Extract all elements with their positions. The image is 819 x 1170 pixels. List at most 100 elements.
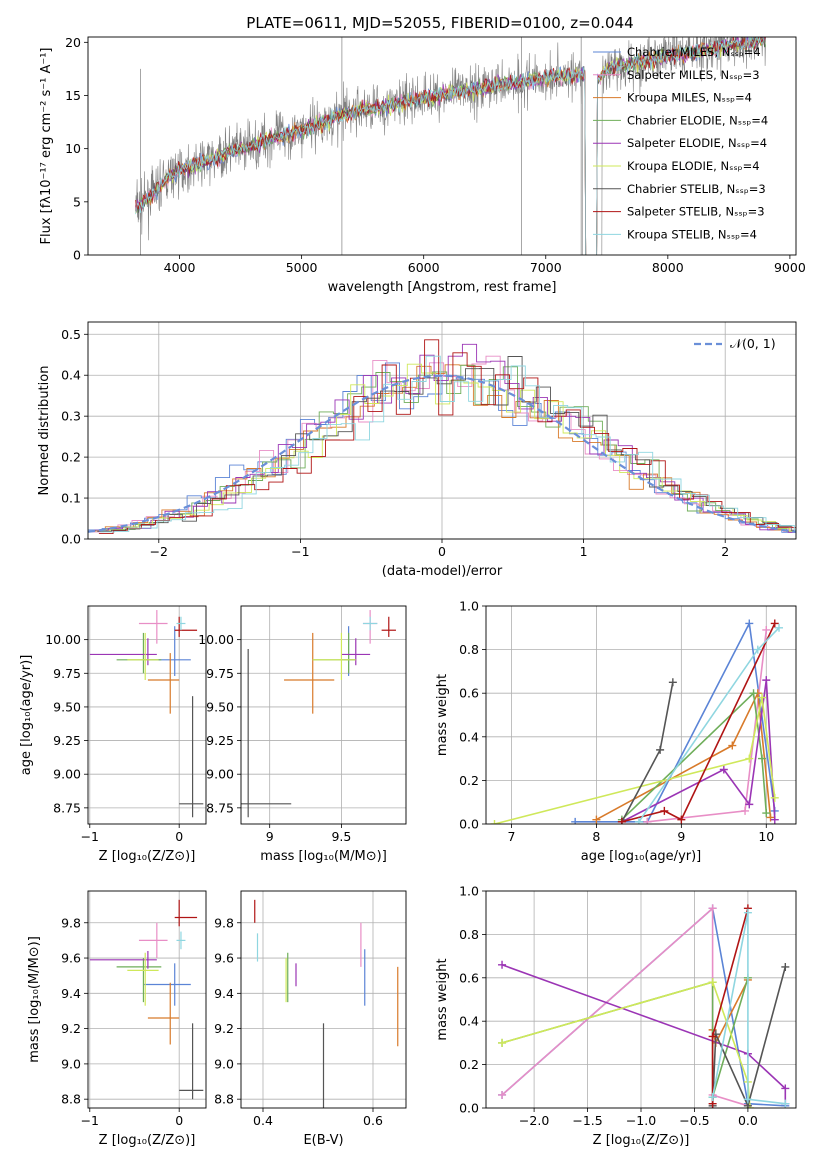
panel-7: 0.4 0.6 8.8 9.0 9.2 9.4 9.6 9.8 E(B-V) (214, 890, 407, 1148)
tick-label-y: 1.0 (459, 599, 479, 614)
histogram-series (97, 356, 796, 532)
axes-frame (87, 890, 207, 1109)
tick-label-y: 9.25 (206, 733, 234, 748)
series-marker (643, 817, 652, 824)
tick-label-x: 9 (266, 829, 274, 844)
series-marker (498, 1090, 507, 1099)
legend-label: Kroupa MILES, Nₛₛₚ=4 (627, 91, 752, 105)
legend-label: Salpeter MILES, Nₛₛₚ=3 (627, 68, 760, 82)
tick-label-x: 0.6 (363, 1113, 383, 1128)
panel-3: −1 0 8.75 9.00 9.25 9.50 9.75 10.00 Z [log₁₀(Z/Z… (19, 605, 207, 864)
series-marker (490, 820, 499, 824)
tick-label-y: 9.8 (214, 915, 234, 930)
histogram-series (100, 355, 796, 533)
legend-label: Salpeter STELIB, Nₛₛₚ=3 (627, 205, 765, 219)
panel-2: −2 −1 0 1 2 0.0 0.1 0.2 0.3 0.4 0.5 (data-model)/er… (37, 321, 797, 579)
tick-label-y: 0.2 (459, 773, 479, 788)
series-marker (498, 1038, 507, 1047)
tick-label-y: 0.3 (61, 409, 81, 424)
y-axis-label: mass [log₁₀(M/M⊙)] (27, 936, 42, 1063)
tick-label-x: 6000 (408, 260, 440, 275)
series-marker (708, 904, 717, 913)
plot-area (135, 37, 766, 255)
tick-label-y: 9.4 (61, 986, 81, 1001)
series-marker (728, 741, 737, 750)
series-marker (634, 817, 643, 824)
x-axis-label: (data-model)/error (382, 564, 503, 579)
tick-label-y: 9.50 (53, 699, 81, 714)
legend-label: Salpeter ELODIE, Nₛₛₚ=4 (627, 136, 767, 150)
series-marker (719, 765, 728, 774)
tick-label-y: 0.0 (459, 817, 479, 832)
x-axis-label: E(B-V) (303, 1133, 343, 1148)
series-marker (660, 806, 669, 815)
grid (486, 890, 796, 1109)
series-marker (762, 625, 771, 634)
series-line (494, 697, 776, 824)
tick-label-x: 9000 (774, 260, 806, 275)
grid (486, 605, 796, 825)
tick-label-y: 9.00 (206, 767, 234, 782)
tick-label-y: 0.2 (459, 1057, 479, 1072)
tick-label-y: 10.00 (45, 632, 81, 647)
grid (88, 606, 206, 824)
series-marker (762, 676, 771, 685)
plot-area (88, 339, 796, 535)
tick-label-y: 15 (65, 88, 81, 103)
series-marker (770, 793, 779, 802)
y-axis-label: mass weight (435, 674, 450, 756)
tick-label-y: 9.00 (53, 767, 81, 782)
series-marker (758, 754, 767, 763)
series-line (501, 977, 749, 1098)
tick-label-x: 2 (721, 544, 729, 559)
axes-frame (240, 890, 407, 1109)
y-axis-label: Flux [fλ10⁻¹⁷ erg cm⁻² s⁻¹ A⁻¹] (39, 48, 54, 245)
histogram-series (98, 339, 796, 535)
legend: 𝒩(0, 1) (694, 336, 776, 351)
series-line (711, 966, 787, 1108)
tick-label-y: 0.4 (459, 729, 479, 744)
tick-label-y: 9.8 (61, 915, 81, 930)
tick-label-x: 8000 (652, 260, 684, 275)
x-axis-label: Z [log₁₀(Z/Z⊙)] (593, 1133, 690, 1148)
axes-frame (485, 605, 797, 825)
series-marker (592, 815, 601, 824)
series-marker (745, 619, 754, 628)
series-marker (656, 745, 665, 754)
panel-6: −1 0 8.8 9.0 9.2 9.4 9.6 9.8 Z [log₁₀(Z/Z⊙)] mass… (27, 890, 207, 1148)
grid (88, 891, 206, 1108)
tick-label-y: 0.4 (61, 368, 81, 383)
x-axis-label: Z [log₁₀(Z/Z⊙)] (99, 849, 196, 864)
series-marker (745, 754, 754, 763)
tick-label-x: 8 (592, 829, 600, 844)
tick-label-y: 9.0 (214, 1056, 234, 1071)
legend-label: Kroupa STELIB, Nₛₛₚ=4 (627, 227, 757, 241)
spectrum-model (135, 37, 765, 255)
tick-label-x: −1 (291, 544, 309, 559)
series-marker (745, 800, 754, 809)
series-marker (762, 809, 771, 818)
tick-label-y: 5 (73, 194, 81, 209)
legend: Chabrier MILES, Nₛₛₚ=4 Salpeter MILES, Nₛ… (593, 45, 768, 241)
tick-label-x: 9.5 (331, 829, 351, 844)
tick-label-y: 1.0 (459, 884, 479, 899)
panel-8: −2.0 −1.5 −1.0 −0.5 0.0 0.0 0.2 0.4 0.6 0.8 1.0 Z [… (435, 884, 797, 1148)
tick-label-x: −1 (81, 829, 99, 844)
series-marker (743, 1095, 752, 1104)
tick-label-y: 9.25 (53, 733, 81, 748)
legend-label: Chabrier STELIB, Nₛₛₚ=3 (627, 182, 766, 196)
histogram-series (92, 364, 796, 532)
tick-label-y: 0.5 (61, 327, 81, 342)
histogram-series (91, 364, 796, 532)
series-line (501, 981, 751, 1108)
axes-frame (240, 605, 407, 825)
tick-label-y: 9.75 (53, 666, 81, 681)
tick-label-x: 0 (175, 829, 183, 844)
series-marker (708, 1093, 717, 1102)
axes-frame (87, 321, 797, 540)
plot-area (254, 899, 399, 1108)
tick-label-y: 8.8 (61, 1092, 81, 1107)
tick-label-x: −2 (150, 544, 168, 559)
series-marker (758, 693, 767, 702)
tick-label-y: 0.6 (459, 686, 479, 701)
